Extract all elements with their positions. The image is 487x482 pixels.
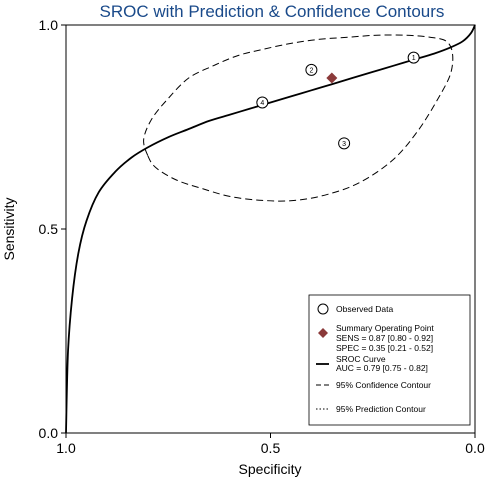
summary-operating-point — [326, 72, 338, 84]
legend-summary-spec: SPEC = 0.35 [0.21 - 0.52] — [336, 343, 433, 353]
legend-summary-marker — [318, 328, 328, 338]
study-point: 1 — [407, 51, 420, 64]
study-point: 3 — [338, 137, 351, 150]
x-axis-ticks: 1.0 0.5 0.0 — [56, 433, 485, 456]
study-marker — [338, 137, 351, 150]
study-label: 3 — [342, 141, 346, 148]
chart-title: SROC with Prediction & Confidence Contou… — [100, 2, 445, 21]
y-tick-label: 0.0 — [39, 425, 59, 441]
y-tick-label: 1.0 — [39, 17, 59, 33]
study-marker — [407, 51, 420, 64]
study-point: 2 — [305, 63, 318, 76]
observed-data-points: 1 2 3 4 — [256, 51, 420, 150]
legend-summary-sens: SENS = 0.87 [0.80 - 0.92] — [336, 333, 433, 343]
legend: Observed Data Summary Operating PointSENS… — [308, 294, 471, 426]
legend-observed-label: Observed Data — [336, 304, 393, 314]
study-label: 2 — [309, 67, 313, 74]
study-label: 1 — [412, 55, 416, 62]
x-tick-label: 1.0 — [56, 440, 76, 456]
legend-summary-label: Summary Operating Point — [336, 323, 434, 333]
study-marker — [256, 96, 269, 109]
confidence-contour-line — [143, 34, 454, 202]
legend-sroc-auc: AUC = 0.79 [0.75 - 0.82] — [336, 363, 428, 373]
legend-confidence-label: 95% Confidence Contour — [336, 380, 431, 390]
study-marker — [305, 63, 318, 76]
sroc-curve-line — [65, 24, 476, 434]
y-axis-ticks: 0.0 0.5 1.0 — [39, 17, 66, 441]
x-tick-label: 0.5 — [261, 440, 281, 456]
x-axis-label: Specificity — [238, 461, 301, 477]
legend-box — [308, 294, 471, 426]
legend-sroc-label: SROC Curve — [336, 354, 386, 364]
y-axis-label: Sensitivity — [1, 197, 17, 260]
y-tick-label: 0.5 — [39, 221, 59, 237]
legend-prediction-label: 95% Prediction Contour — [336, 404, 426, 414]
study-label: 4 — [260, 100, 264, 107]
legend-observed-marker — [317, 303, 329, 315]
study-point: 4 — [256, 96, 269, 109]
x-tick-label: 0.0 — [465, 440, 485, 456]
